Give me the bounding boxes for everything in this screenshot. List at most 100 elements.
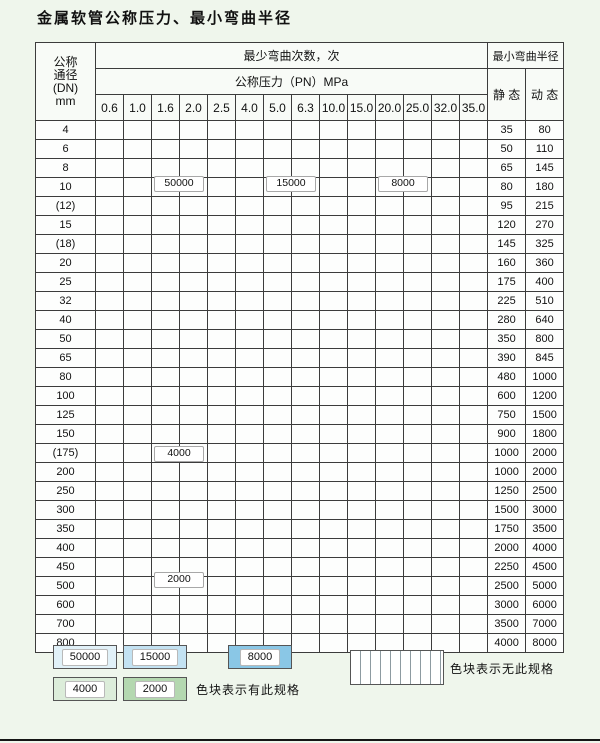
spec-cell [207, 386, 236, 406]
spec-cell [291, 120, 320, 140]
dn-cell: 10 [35, 177, 96, 197]
spec-cell [207, 614, 236, 634]
spec-cell [179, 500, 208, 520]
spec-cell [319, 633, 348, 653]
spec-cell [291, 215, 320, 235]
spec-cell [207, 481, 236, 501]
spec-cell [123, 595, 152, 615]
dn-cell: 150 [35, 424, 96, 444]
table-row: 250 1250 2500 [35, 481, 565, 501]
spec-cell [235, 329, 264, 349]
spec-cell [151, 253, 180, 273]
pressure-tick: 1.0 [123, 94, 152, 121]
spec-cell [123, 481, 152, 501]
spec-cell [95, 329, 124, 349]
spec-cell [403, 633, 432, 653]
dn-header-line: (DN) [52, 80, 79, 95]
spec-cell [403, 500, 432, 520]
bend-count-label: 8000 [378, 176, 428, 192]
table-row: 150 900 1800 [35, 424, 565, 444]
spec-cell [403, 595, 432, 615]
spec-cell [151, 196, 180, 216]
pressure-tick: 2.0 [179, 94, 208, 121]
spec-cell [431, 234, 460, 254]
table-row: 8 65 145 [35, 158, 565, 178]
static-radius-cell: 35 [487, 120, 527, 140]
spec-cell [291, 519, 320, 539]
spec-cell [179, 158, 208, 178]
dynamic-radius-cell: 3000 [525, 500, 565, 520]
spec-cell [151, 120, 180, 140]
table-row: 300 1500 3000 [35, 500, 565, 520]
spec-cell [235, 557, 264, 577]
spec-cell [431, 424, 460, 444]
spec-cell [347, 576, 376, 596]
spec-cell [179, 196, 208, 216]
spec-cell [431, 576, 460, 596]
spec-cell [179, 595, 208, 615]
spec-cell [123, 614, 152, 634]
dynamic-radius-cell: 845 [525, 348, 565, 368]
spec-cell [123, 367, 152, 387]
spec-cell [458, 519, 489, 539]
dynamic-radius-cell: 1800 [525, 424, 565, 444]
spec-cell [95, 386, 124, 406]
spec-cell [95, 367, 124, 387]
spec-cell [179, 538, 208, 558]
dn-cell: 20 [35, 253, 96, 273]
dn-header-line: mm [55, 93, 76, 108]
spec-cell [403, 196, 432, 216]
bend-count-label: 4000 [154, 446, 204, 462]
bend-count-label: 2000 [154, 572, 204, 588]
dn-cell: (175) [35, 443, 96, 463]
spec-cell [403, 120, 432, 140]
dynamic-radius-cell: 3500 [525, 519, 565, 539]
spec-cell [458, 234, 489, 254]
spec-cell [179, 291, 208, 311]
bend-times-header: 最少弯曲次数，次 [94, 42, 489, 69]
header-row-1: 公称 通径 (DN) mm 最少弯曲次数，次 最小弯曲半径 [35, 42, 565, 121]
static-radius-cell: 4000 [487, 633, 527, 653]
legend-swatch-label: 2000 [134, 680, 176, 698]
spec-cell [263, 291, 292, 311]
spec-cell [123, 576, 152, 596]
spec-cell [123, 386, 152, 406]
spec-cell [458, 386, 489, 406]
spec-cell [123, 215, 152, 235]
pressure-tick: 5.0 [263, 94, 292, 121]
dn-header-cell: 公称 通径 (DN) mm [35, 42, 96, 121]
spec-cell [403, 462, 432, 482]
dn-cell: 80 [35, 367, 96, 387]
spec-cell [235, 139, 264, 159]
spec-cell [403, 291, 432, 311]
spec-cell [375, 462, 404, 482]
spec-cell [263, 405, 292, 425]
spec-cell [458, 348, 489, 368]
spec-cell [179, 120, 208, 140]
dn-cell: 32 [35, 291, 96, 311]
dynamic-header: 动 态 [525, 68, 565, 121]
table-row: 65 390 845 [35, 348, 565, 368]
spec-cell [235, 367, 264, 387]
spec-cell [263, 500, 292, 520]
spec-cell [263, 272, 292, 292]
spec-cell [207, 595, 236, 615]
legend-swatch-50000: 50000 [53, 645, 117, 669]
spec-cell [458, 310, 489, 330]
spec-cell [95, 481, 124, 501]
spec-cell [95, 120, 124, 140]
spec-cell [95, 576, 124, 596]
dn-cell: 450 [35, 557, 96, 577]
spec-cell [235, 310, 264, 330]
spec-cell [123, 519, 152, 539]
dynamic-radius-cell: 510 [525, 291, 565, 311]
static-radius-cell: 3500 [487, 614, 527, 634]
table-row: 50 350 800 [35, 329, 565, 349]
legend-no-spec-text: 色块表示无此规格 [450, 662, 555, 676]
spec-cell [263, 614, 292, 634]
legend-swatch-8000: 8000 [228, 645, 292, 669]
spec-cell [431, 595, 460, 615]
spec-cell [347, 462, 376, 482]
dynamic-radius-cell: 800 [525, 329, 565, 349]
